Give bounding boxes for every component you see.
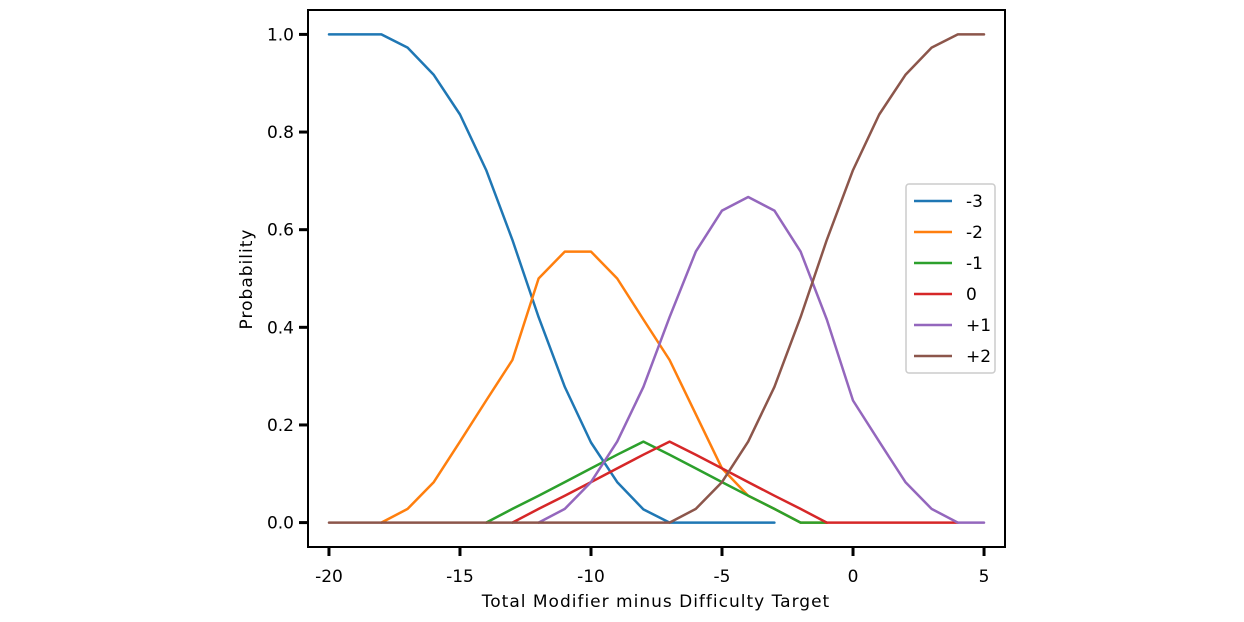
x-tick-label: 5 [979,567,990,587]
y-tick-label: 0.8 [267,123,294,143]
y-tick-label: 0.6 [267,221,294,241]
x-axis-ticks: -20 -15 -10 -5 0 5 [315,547,989,587]
legend-box [905,183,996,374]
legend-label: -2 [966,223,983,243]
y-axis-label: Probability [237,229,257,330]
series-line-5 [327,33,986,524]
x-tick-label: -10 [577,567,605,587]
x-tick-label: -5 [714,567,731,587]
series-layer [327,33,986,524]
x-tick-label: -15 [446,567,474,587]
y-tick-label: 0.0 [267,514,294,534]
series-line-3 [511,440,960,524]
x-axis-label: Total Modifier minus Difficulty Target [481,592,830,612]
legend-label: -3 [966,192,983,212]
y-tick-label: 0.4 [267,318,294,338]
y-tick-label: 0.2 [267,416,294,436]
x-tick-label: 0 [848,567,859,587]
x-tick-label: -20 [315,567,343,587]
legend-label: -1 [966,254,983,274]
y-tick-label: 1.0 [267,25,294,45]
legend-label: +1 [966,316,991,336]
series-line-1 [380,250,829,524]
series-line-4 [537,195,986,524]
legend: -3 -2 -1 0 +1 +2 [905,183,996,374]
legend-label: 0 [966,285,977,305]
legend-label: +2 [966,347,991,367]
plot-frame [307,9,1006,548]
y-axis-ticks: 0.0 0.2 0.4 0.6 0.8 1.0 [267,25,308,534]
series-line-0 [327,33,776,524]
